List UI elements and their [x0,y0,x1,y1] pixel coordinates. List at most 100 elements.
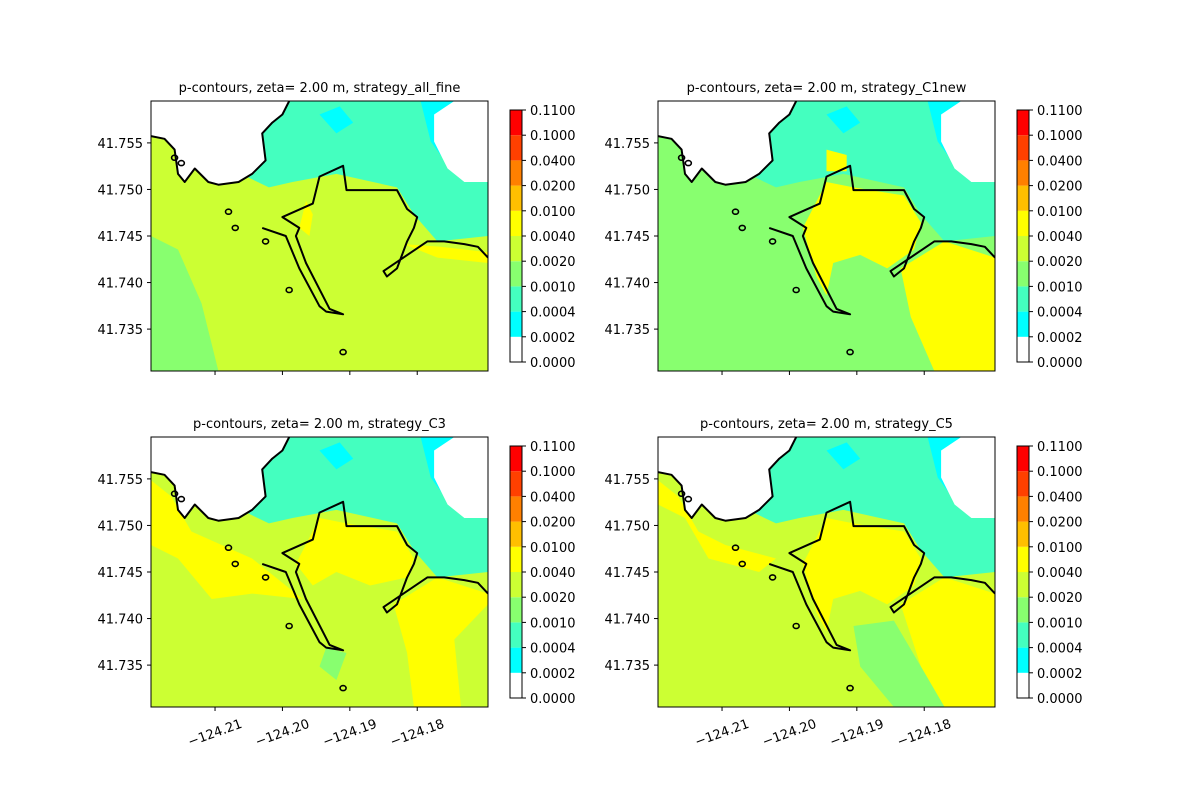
island [231,224,240,232]
coastline [658,437,798,522]
colorbar-tick-label: 0.0200 [530,180,576,195]
colorbar-tick-label: 0.0400 [530,490,576,505]
colorbar-swatch [510,672,522,698]
colorbar-swatch [510,597,522,623]
colorbar-tick-label: 0.0100 [1037,205,1083,220]
island [224,544,233,552]
contour-level-yellow [299,200,313,236]
colorbar-tick-label: 0.0100 [530,205,576,220]
y-tick-label: 41.745 [98,230,144,245]
x-tick-label: −124.20 [254,717,312,750]
x-tick-label: −124.18 [388,717,446,750]
colorbar-swatch [510,546,522,572]
x-tick-label: −124.20 [761,717,819,750]
colorbar-swatch [1017,496,1029,522]
x-tick-label: −124.19 [828,717,886,750]
colorbar-tick-label: 0.0040 [1037,566,1083,581]
colorbar-swatch [1017,647,1029,673]
subplot-title: p-contours, zeta= 2.00 m, strategy_C5 [700,417,953,432]
colorbar-swatch [510,160,522,186]
colorbar-swatch [1017,135,1029,161]
contour-level-yellow [151,480,303,599]
island [792,286,800,294]
colorbar-tick-label: 0.0000 [1037,356,1083,371]
island [285,286,293,294]
contour-level-cyan [319,442,354,470]
y-tick-label: 41.735 [605,323,651,338]
island [677,490,686,498]
contour-level-aqua [725,437,995,578]
y-tick-label: 41.740 [98,277,144,292]
jetty-coastline [768,164,995,316]
colorbar-swatch [1017,546,1029,572]
land-northeast [434,437,488,518]
island [768,238,777,245]
colorbar-tick-label: 0.0400 [1037,490,1083,505]
jetty-coastline [261,164,488,316]
contour-level-yellow [403,244,488,263]
y-tick-label: 41.745 [605,566,651,581]
land-north [658,101,797,185]
subplot-3: p-contours, zeta= 2.00 m, strategy_C3 41.… [98,417,576,750]
colorbar-swatch [510,521,522,547]
x-tick-label: −124.21 [693,717,751,750]
island [170,490,179,498]
y-tick-label: 41.755 [605,137,651,152]
colorbar-tick-label: 0.1000 [530,129,576,144]
colorbar-tick-label: 0.0020 [1037,591,1083,606]
contour-field [658,437,995,707]
contour-field [151,101,488,371]
colorbar-swatch [1017,471,1029,497]
y-tick-label: 41.745 [98,566,144,581]
colorbar-swatch [510,336,522,362]
island [846,684,854,692]
land-north [151,101,290,185]
colorbar-swatch [1017,622,1029,648]
colorbar-tick-label: 0.1000 [1037,465,1083,480]
colorbar-tick-label: 0.0200 [530,516,576,531]
colorbar-tick-label: 0.0002 [530,331,576,346]
colorbar-swatch [1017,597,1029,623]
y-tick-label: 41.750 [605,183,651,198]
subplot-title: p-contours, zeta= 2.00 m, strategy_all_f… [179,81,461,96]
y-tick-label: 41.740 [98,613,144,628]
colorbar-tick-label: 0.0010 [530,280,576,295]
colorbar-tick-label: 0.0002 [1037,667,1083,682]
colorbar-swatch [1017,446,1029,472]
y-tick-label: 41.755 [98,137,144,152]
colorbar-swatch [510,286,522,312]
colorbar-swatch [1017,236,1029,262]
y-tick-label: 41.740 [605,277,651,292]
island [738,224,747,232]
colorbar-tick-label: 0.1000 [1037,129,1083,144]
colorbar-tick-label: 0.0040 [530,566,576,581]
colorbar-swatch [1017,110,1029,136]
contour-level-cyan [319,106,354,134]
island [792,622,800,630]
island [684,495,693,503]
colorbar-swatch [1017,521,1029,547]
colorbar-swatch [510,446,522,472]
colorbar-tick-label: 0.0004 [530,642,576,657]
colorbar-tick-label: 0.0020 [530,591,576,606]
land-north [658,437,797,521]
coastline [658,101,798,186]
colorbar-swatch [1017,672,1029,698]
colorbar-swatch [510,185,522,211]
island [231,560,240,568]
colorbar: 0.0000 0.0002 0.0004 0.0010 0.0020 0.0040 0.01… [509,440,576,707]
y-tick-label: 41.750 [98,519,144,534]
colorbar-tick-label: 0.0400 [530,154,576,169]
contour-level-aqua [218,437,488,578]
y-tick-label: 41.755 [605,473,651,488]
y-tick-label: 41.750 [98,183,144,198]
island [768,574,777,581]
contour-level-green [319,647,347,680]
colorbar-tick-label: 0.1000 [530,465,576,480]
land-northeast [941,437,995,518]
colorbar-swatch [510,496,522,522]
x-tick-label: −124.18 [895,717,953,750]
colorbar-swatch [510,311,522,337]
contour-level-yellow [900,241,995,371]
